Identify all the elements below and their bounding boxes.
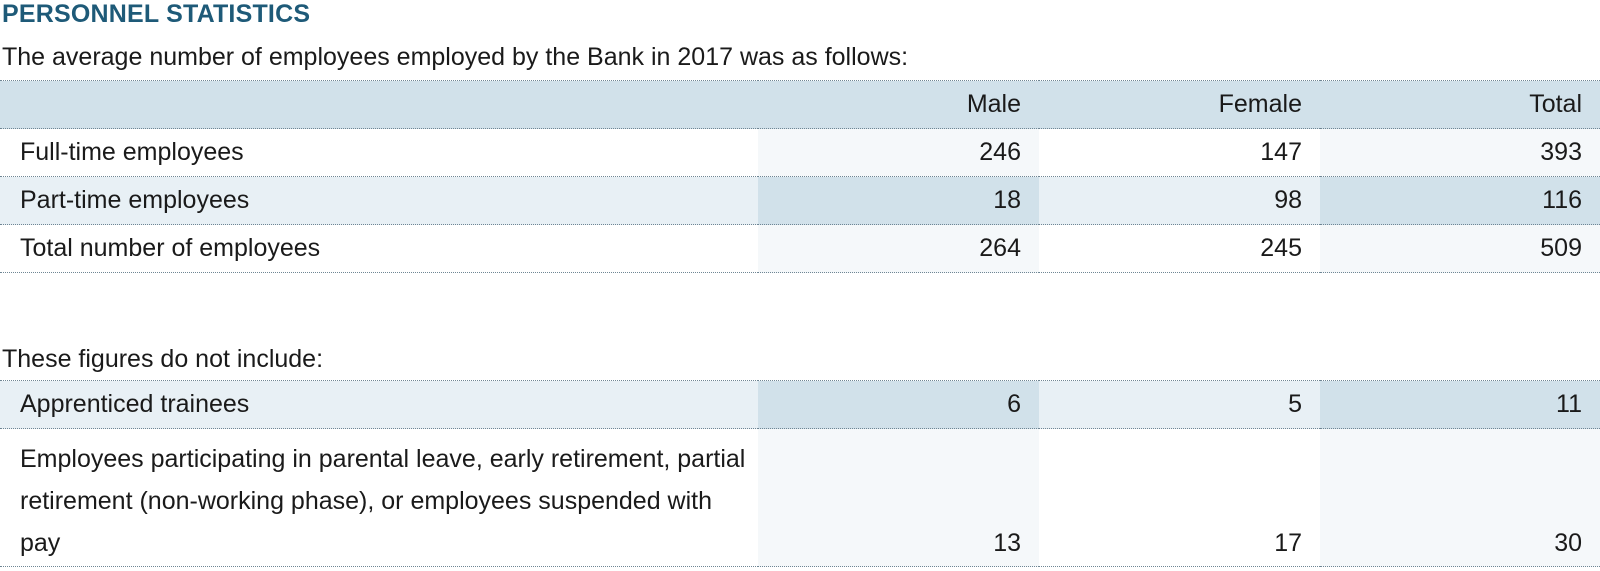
excluded-statistics-table: Apprenticed trainees 6 5 11 Employees pa… — [0, 380, 1600, 567]
total-value: 116 — [1320, 176, 1600, 225]
employee-statistics-table: Male Female Total Full-time employees 24… — [0, 80, 1600, 273]
male-value: 246 — [758, 128, 1039, 177]
row-label: Apprenticed trainees — [0, 380, 758, 429]
row-label: Employees participating in parental leav… — [0, 428, 758, 567]
total-value: 509 — [1320, 224, 1600, 273]
section-heading: PERSONNEL STATISTICS — [2, 0, 311, 28]
header-male: Male — [758, 80, 1039, 129]
row-label: Part-time employees — [0, 176, 758, 225]
female-value: 98 — [1039, 176, 1320, 225]
table-row: Full-time employees 246 147 393 — [0, 128, 1600, 177]
male-value: 13 — [758, 428, 1039, 567]
row-label: Full-time employees — [0, 128, 758, 177]
female-value: 17 — [1039, 428, 1320, 567]
female-value: 5 — [1039, 380, 1320, 429]
table-header-row: Male Female Total — [0, 80, 1600, 129]
row-label: Total number of employees — [0, 224, 758, 273]
female-value: 147 — [1039, 128, 1320, 177]
exclusion-note: These figures do not include: — [2, 345, 324, 373]
male-value: 18 — [758, 176, 1039, 225]
male-value: 264 — [758, 224, 1039, 273]
female-value: 245 — [1039, 224, 1320, 273]
total-value: 393 — [1320, 128, 1600, 177]
header-total: Total — [1320, 80, 1600, 129]
table-row: Employees participating in parental leav… — [0, 428, 1600, 567]
male-value: 6 — [758, 380, 1039, 429]
total-value: 30 — [1320, 428, 1600, 567]
header-label-cell — [0, 80, 758, 129]
table-row-total: Total number of employees 264 245 509 — [0, 224, 1600, 273]
table-row: Apprenticed trainees 6 5 11 — [0, 380, 1600, 429]
intro-text: The average number of employees employed… — [2, 43, 909, 71]
header-female: Female — [1039, 80, 1320, 129]
table-row: Part-time employees 18 98 116 — [0, 176, 1600, 225]
total-value: 11 — [1320, 380, 1600, 429]
